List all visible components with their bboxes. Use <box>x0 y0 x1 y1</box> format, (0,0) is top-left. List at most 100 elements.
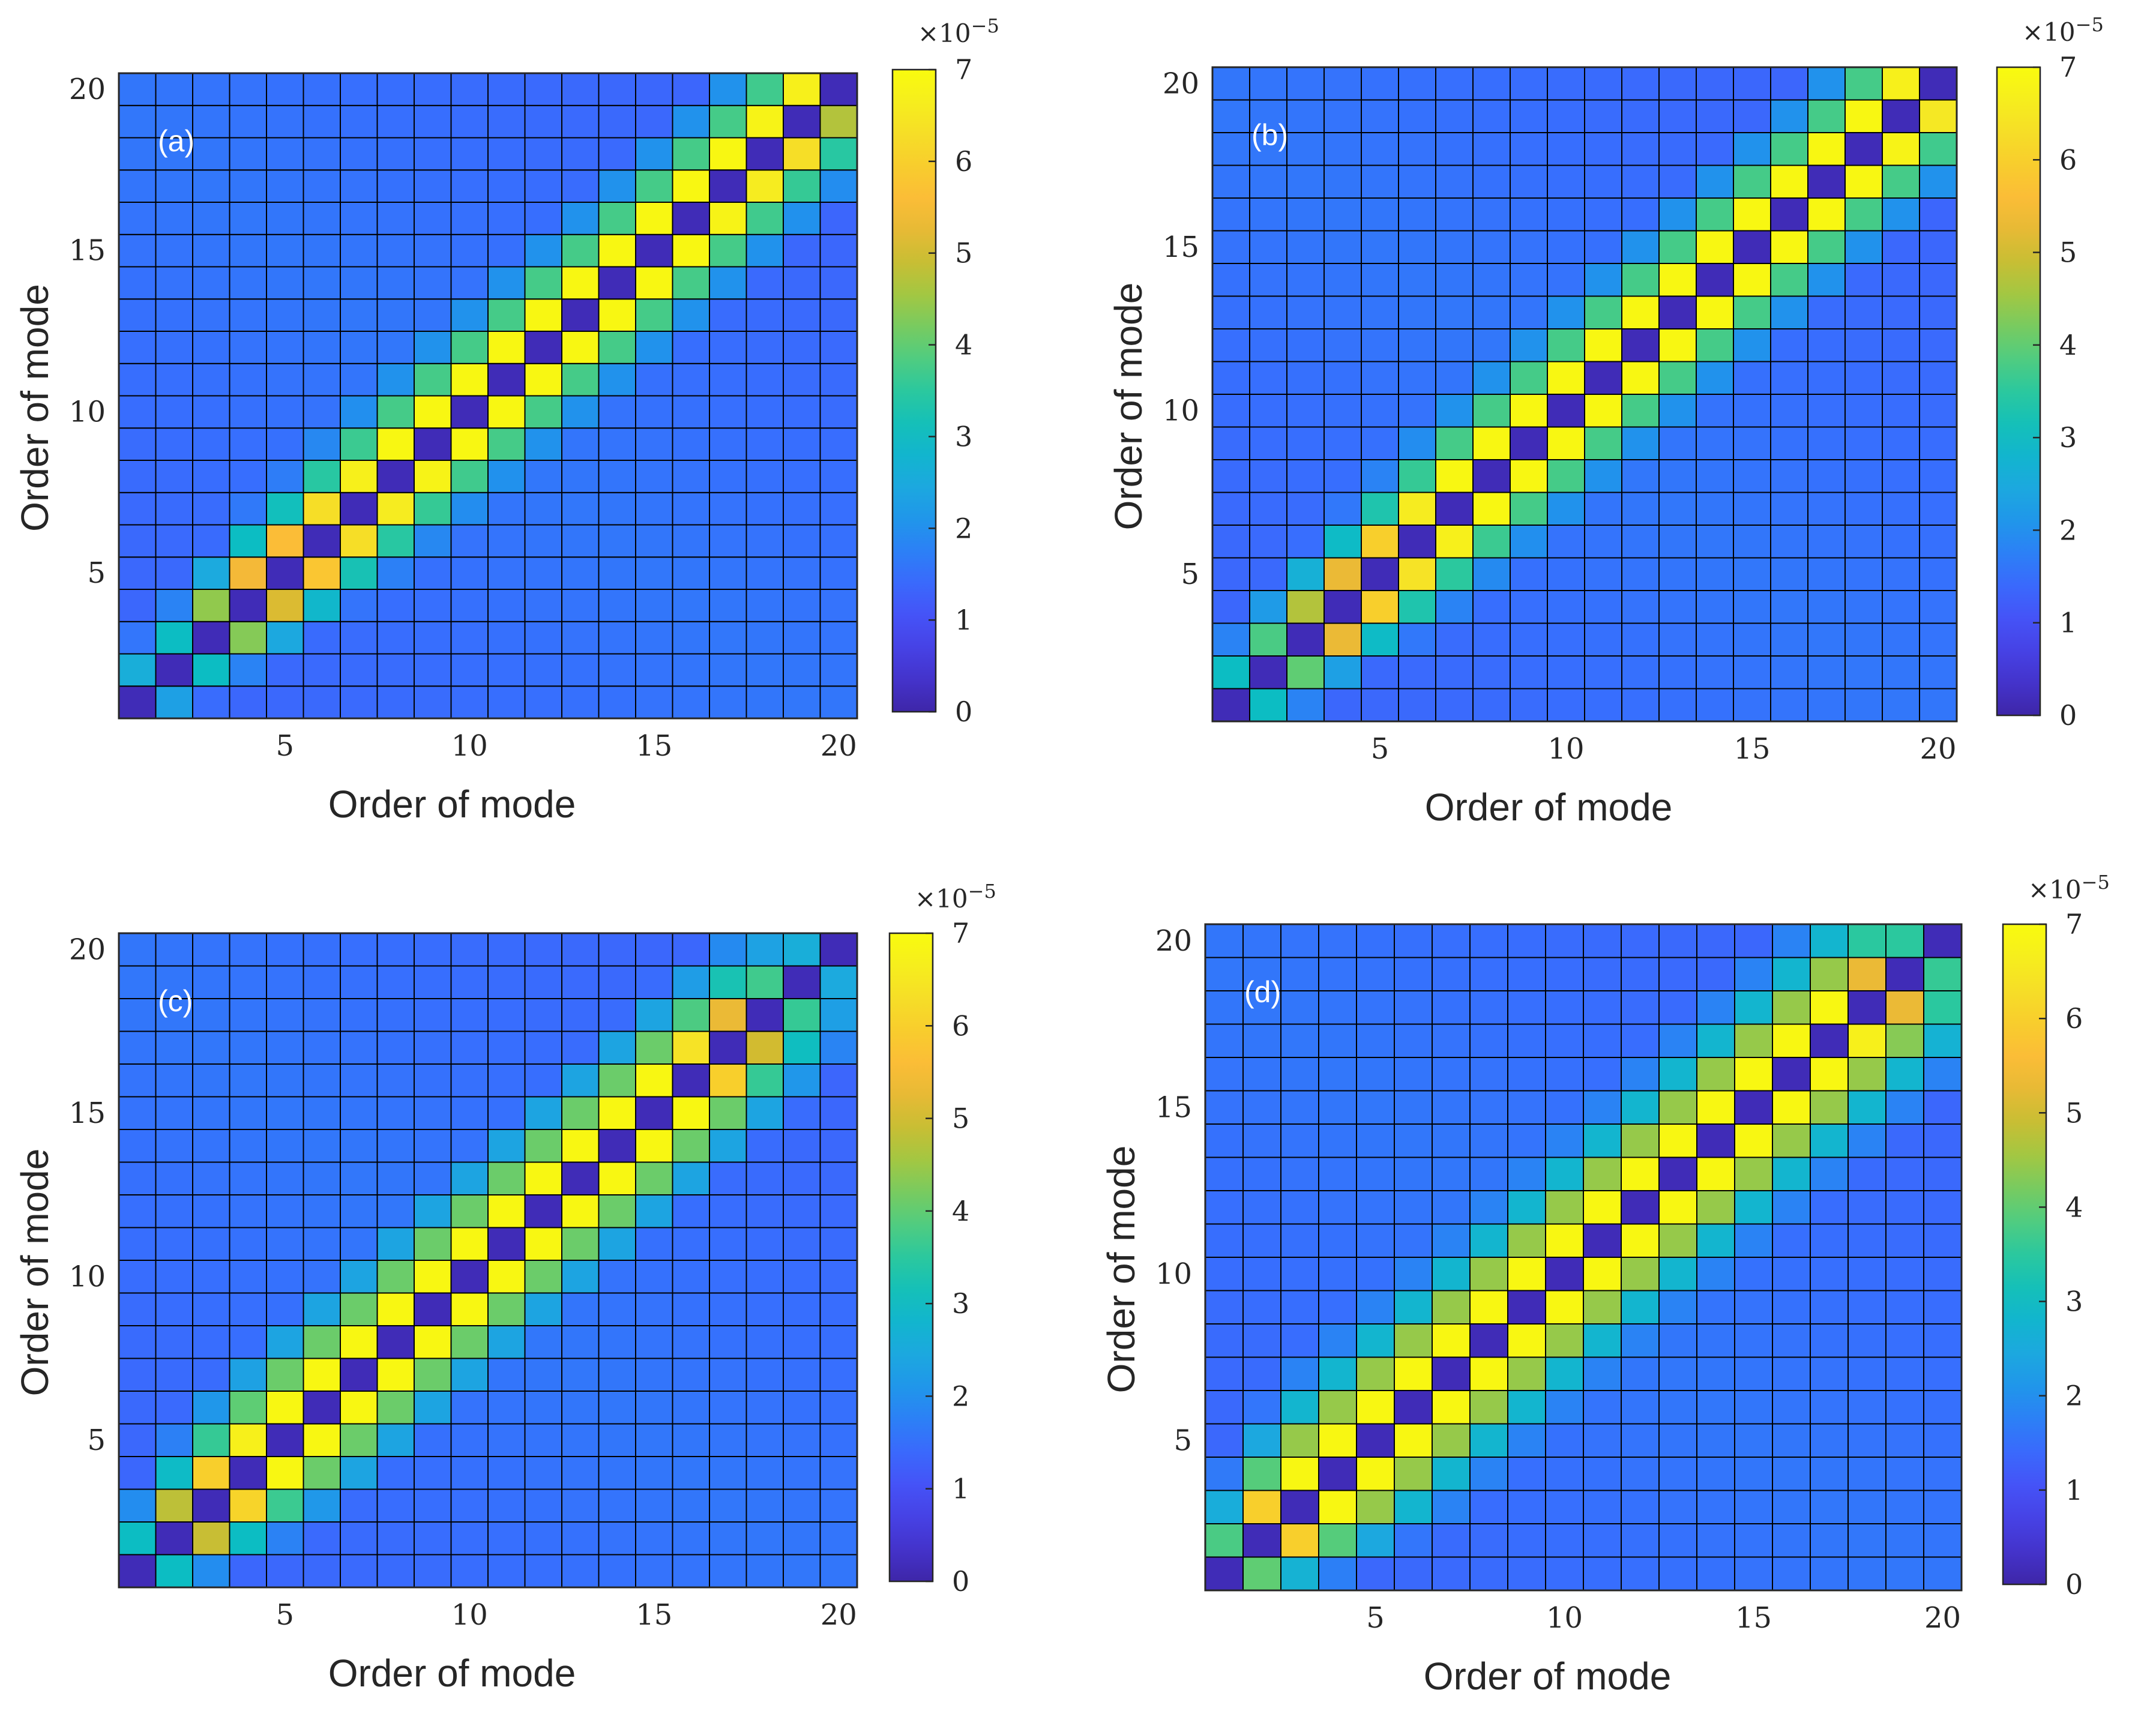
heatmap-cell <box>1361 492 1399 526</box>
heatmap-cell <box>1658 590 1697 624</box>
heatmap-cell <box>487 331 526 364</box>
heatmap-cell <box>1507 1523 1546 1558</box>
heatmap-cell <box>745 427 784 461</box>
heatmap-cell <box>1510 492 1548 526</box>
heatmap-cell <box>1658 1023 1697 1058</box>
heatmap-cell <box>303 233 341 268</box>
heatmap-cell <box>192 331 230 364</box>
heatmap-cell <box>1733 132 1771 166</box>
heatmap-cell <box>414 298 452 332</box>
heatmap-cell <box>1885 1390 1924 1425</box>
heatmap-cell <box>561 933 600 967</box>
heatmap-cell <box>1923 990 1962 1025</box>
x-tick-label: 20 <box>821 729 857 763</box>
heatmap-cell <box>672 621 710 655</box>
heatmap-cell <box>672 1063 710 1098</box>
heatmap-cell <box>1696 1556 1735 1591</box>
heatmap-cell <box>1280 1556 1319 1591</box>
heatmap-cell <box>598 362 636 397</box>
heatmap-cell <box>1658 164 1697 199</box>
heatmap-cell <box>155 685 193 719</box>
heatmap-cell <box>1507 1156 1546 1191</box>
heatmap-cell <box>1621 1023 1660 1058</box>
heatmap-cell <box>1847 1356 1886 1391</box>
heatmap-cell <box>376 1260 415 1294</box>
heatmap-cell <box>340 362 378 397</box>
heatmap-cell <box>1435 263 1474 297</box>
heatmap-cell <box>1847 1323 1886 1358</box>
heatmap-cell <box>1361 622 1399 657</box>
heatmap-cell <box>1286 590 1325 624</box>
heatmap-cell <box>487 73 526 106</box>
heatmap-cell <box>1394 1023 1433 1058</box>
heatmap-cell <box>1398 99 1436 133</box>
heatmap-cell <box>192 685 230 719</box>
heatmap-cell <box>1547 622 1585 657</box>
heatmap-cell <box>1807 590 1846 624</box>
heatmap-cell <box>1398 459 1436 493</box>
heatmap-cell <box>1584 328 1622 362</box>
heatmap-cell <box>1242 1223 1281 1258</box>
heatmap-cell <box>1658 1457 1697 1491</box>
heatmap-cell <box>745 621 784 655</box>
heatmap-cell <box>155 427 193 461</box>
heatmap-cell <box>598 427 636 461</box>
heatmap-cell <box>524 621 562 655</box>
heatmap-cell <box>1923 1457 1962 1491</box>
heatmap-cell <box>561 1030 600 1065</box>
heatmap-cell <box>266 653 304 687</box>
heatmap-cell <box>266 1325 304 1359</box>
heatmap-cell <box>709 1161 747 1195</box>
heatmap-cell <box>1882 622 1920 657</box>
heatmap-cell <box>1547 132 1585 166</box>
heatmap-cell <box>1212 492 1250 526</box>
heatmap-cell <box>229 1325 267 1359</box>
heatmap-cell <box>1356 1490 1395 1524</box>
heatmap-cell <box>414 1161 452 1195</box>
heatmap-cell <box>192 1325 230 1359</box>
heatmap-cell <box>266 492 304 526</box>
heatmap-cell <box>1398 557 1436 591</box>
heatmap-cell <box>1733 459 1771 493</box>
heatmap-cell <box>524 1096 562 1130</box>
heatmap-cell <box>266 1161 304 1195</box>
heatmap-cell <box>1696 164 1734 199</box>
heatmap-cell <box>1923 1556 1962 1591</box>
heatmap-cell <box>1923 1257 1962 1292</box>
heatmap-cell <box>1286 688 1325 722</box>
x-tick-label: 10 <box>1547 732 1584 766</box>
heatmap-cell <box>1919 263 1957 297</box>
heatmap-cell <box>414 653 452 687</box>
heatmap-cell <box>1621 1423 1660 1458</box>
heatmap-cell <box>1507 1356 1546 1391</box>
heatmap-cell <box>672 169 710 203</box>
heatmap-cell <box>1323 67 1362 101</box>
heatmap-cell <box>1658 1257 1697 1292</box>
heatmap-cell <box>1696 197 1734 232</box>
heatmap-cell <box>192 395 230 429</box>
heatmap-cell <box>1770 328 1808 362</box>
heatmap-cell <box>192 460 230 493</box>
heatmap-cell <box>1734 957 1773 991</box>
heatmap-cell <box>1323 197 1362 232</box>
colorbar-tick-label: 1 <box>2065 1474 2083 1506</box>
heatmap-cell <box>1919 295 1957 329</box>
heatmap-cell <box>340 137 378 171</box>
heatmap-cell <box>192 1488 230 1523</box>
heatmap-cell <box>783 1030 821 1065</box>
heatmap-cell <box>303 1161 341 1195</box>
heatmap-cell <box>1847 1423 1886 1458</box>
heatmap-cell <box>783 685 821 719</box>
heatmap-cell <box>1469 957 1508 991</box>
heatmap-cell <box>1545 1556 1584 1591</box>
heatmap-cell <box>376 298 415 332</box>
heatmap-cell <box>783 524 821 558</box>
heatmap-cell <box>1469 1323 1508 1358</box>
x-tick-label: 10 <box>1546 1601 1583 1635</box>
heatmap-cell <box>1882 525 1920 559</box>
heatmap-cell <box>1770 230 1808 264</box>
heatmap-cell <box>1318 1190 1357 1225</box>
heatmap-cell <box>1696 924 1735 958</box>
heatmap-cell <box>450 298 489 332</box>
